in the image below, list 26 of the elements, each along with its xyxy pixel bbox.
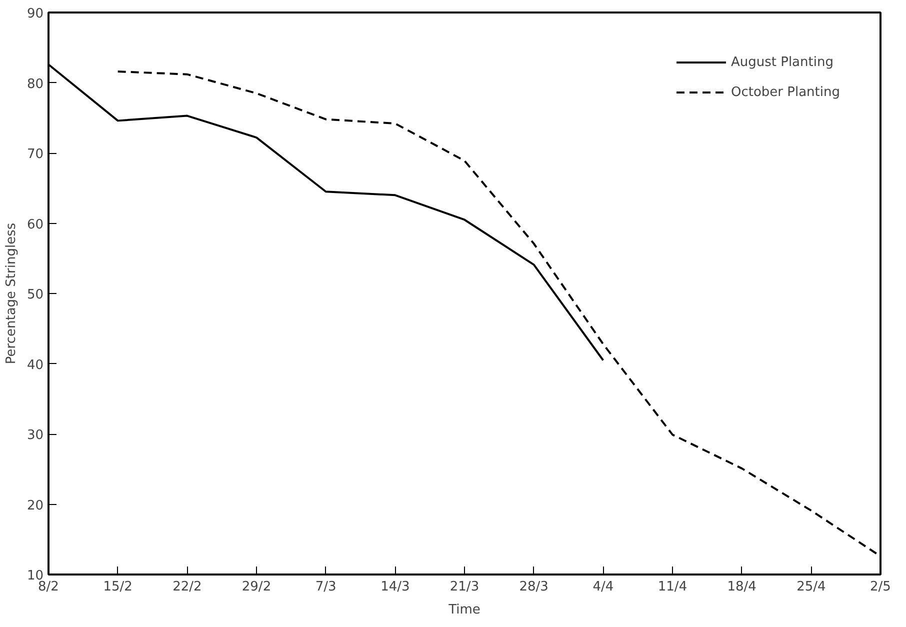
x-tick-label: 29/2 [242,580,272,594]
line-series [48,63,604,362]
x-tick-label: 8/2 [38,580,59,594]
x-tick-label: 15/2 [103,580,132,594]
y-tick-label: 50 [26,288,44,302]
x-tick-label: 4/4 [592,580,614,594]
x-tick-label: 22/2 [172,580,202,594]
x-tick-label: 21/3 [450,580,480,594]
y-tick-label: 40 [26,358,44,373]
y-tick-label: 70 [26,147,44,162]
y-tick-label: 60 [26,217,44,232]
legend-label: August Planting [730,54,834,70]
y-tick-label: 80 [26,76,44,92]
x-tick-label: 11/4 [658,580,688,594]
legend-label: October Planting [730,84,840,100]
x-tick-label: 28/3 [519,580,548,594]
y-tick-label: 20 [26,498,44,514]
x-axis-title: Time [448,602,480,618]
x-tick-label: 7/3 [315,580,336,594]
y-tick-label: 90 [26,6,44,22]
x-tick-label: 2/5 [870,580,891,594]
x-tick-label: 14/3 [380,580,410,594]
x-tick-label: 18/4 [727,580,756,594]
x-tick-label: 25/4 [796,580,826,594]
y-axis-title: Percentage Stringless [4,222,19,364]
y-tick-label: 30 [26,428,44,443]
